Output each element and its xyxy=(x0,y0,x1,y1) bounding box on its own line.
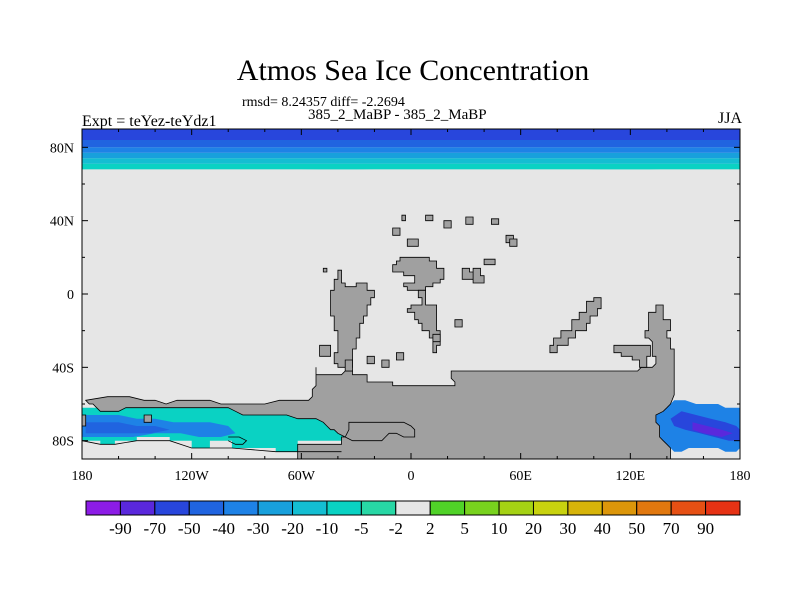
colorbar-label: -50 xyxy=(178,519,201,538)
colorbar: -90 -70 -50 -40 -30 -20 -10 -5 -2 2 5 10 20 30 40 50 70 9… xyxy=(85,500,741,538)
colorbar-label: 90 xyxy=(697,519,714,538)
land-north-isle-11 xyxy=(465,216,474,225)
x-tick-label: 180 xyxy=(730,469,751,484)
colorbar-box xyxy=(85,500,121,516)
colorbar-label: 2 xyxy=(426,519,435,538)
experiment-label: Expt = teYez-teYdz1 xyxy=(82,113,217,130)
x-tick-label: 120E xyxy=(616,469,646,484)
land-north-isle-4 xyxy=(401,214,406,222)
land-north-isle-12 xyxy=(392,227,401,236)
colorbar-label: 40 xyxy=(594,519,611,538)
colorbar-box xyxy=(395,500,431,516)
colorbar-box xyxy=(498,500,534,516)
colorbar-label: -5 xyxy=(354,519,368,538)
chart-title: Atmos Sea Ice Concentration xyxy=(236,54,590,87)
land-east-flank xyxy=(613,344,651,368)
y-tick-label: 40S xyxy=(52,361,74,376)
colorbar-box xyxy=(464,500,500,516)
colorbar-label: -2 xyxy=(389,519,403,538)
land-north-isle-13 xyxy=(443,220,452,229)
colorbar-label: 70 xyxy=(663,519,680,538)
axis-layer: 180 120W 60W 0 60E 120E 180 80N 40N 0 40S 80S xyxy=(50,129,751,484)
colorbar-box xyxy=(670,500,707,516)
colorbar-box xyxy=(154,500,190,516)
colorbar-box xyxy=(292,500,328,516)
colorbar-label: -90 xyxy=(109,519,132,538)
ice-contour-0 xyxy=(228,436,248,445)
colorbar-label: 50 xyxy=(628,519,645,538)
colorbar-box xyxy=(257,500,294,516)
land-equator-island-1 xyxy=(454,319,463,328)
map-layer xyxy=(82,129,740,459)
colorbar-box xyxy=(326,500,362,516)
y-tick-label: 80S xyxy=(52,435,74,450)
land-east-continent xyxy=(549,297,602,354)
y-tick-label: 80N xyxy=(50,141,74,156)
x-tick-label: 0 xyxy=(408,469,415,484)
colorbar-label: -70 xyxy=(144,519,167,538)
colorbar-label: 5 xyxy=(460,519,469,538)
land-north-isle-6 xyxy=(425,214,434,222)
land-small-land xyxy=(143,414,152,423)
arctic-band-2 xyxy=(82,147,740,153)
land-north-america xyxy=(330,269,375,368)
land-west-fringe xyxy=(82,414,87,427)
colorbar-box xyxy=(188,500,225,516)
land-north-isle-5 xyxy=(406,238,419,247)
colorbar-box xyxy=(119,500,156,516)
colorbar-label: -30 xyxy=(247,519,270,538)
land-north-isle-7 xyxy=(490,218,500,225)
x-tick-label: 60W xyxy=(288,469,316,484)
colorbar-box xyxy=(360,500,397,516)
colorbar-box xyxy=(532,500,569,516)
season-label: JJA xyxy=(717,110,742,127)
sea-ice-antarctic-west-deep xyxy=(85,422,170,434)
colorbar-label: -40 xyxy=(212,519,235,538)
colorbar-box xyxy=(705,500,741,516)
land-caribbean-island-1 xyxy=(319,344,332,357)
colorbar-box xyxy=(636,500,672,516)
colorbar-box xyxy=(223,500,259,516)
land-caribbean-island-3 xyxy=(366,355,375,365)
colorbar-box xyxy=(567,500,603,516)
experiment-subtitle: 385_2_MaBP - 385_2_MaBP xyxy=(308,107,487,123)
y-tick-label: 40N xyxy=(50,215,74,230)
x-tick-label: 180 xyxy=(72,469,93,484)
colorbar-box xyxy=(429,500,466,516)
land-africa-west xyxy=(392,256,445,291)
land-caribbean-island-4 xyxy=(381,359,390,368)
sea-ice-antarctic-east-deep xyxy=(692,422,733,437)
arctic-ice-edge xyxy=(82,165,740,170)
land-north-isle-10 xyxy=(483,258,496,266)
land-north-isle xyxy=(472,267,485,284)
colorbar-label: 20 xyxy=(525,519,542,538)
land-equator-island-2 xyxy=(432,333,441,343)
land-north-isle-2 xyxy=(461,267,474,280)
land-caribbean-island-2 xyxy=(344,359,353,372)
x-tick-label: 60E xyxy=(509,469,532,484)
land-north-isle-8 xyxy=(509,238,518,247)
arctic-band-1 xyxy=(82,140,740,148)
land-north-isle-9 xyxy=(322,267,328,273)
colorbar-box xyxy=(601,500,638,516)
ice-contour-1 xyxy=(82,440,342,453)
colorbar-label: -20 xyxy=(281,519,304,538)
land-caribbean-island-5 xyxy=(395,352,405,361)
colorbar-label: 30 xyxy=(559,519,576,538)
y-tick-label: 0 xyxy=(67,288,74,303)
colorbar-label: -10 xyxy=(316,519,339,538)
arctic-band-3 xyxy=(82,152,740,159)
arctic-band-4 xyxy=(82,158,740,164)
rmsd-diff-stats: rmsd= 8.24357 diff= -2.2694 xyxy=(242,95,405,110)
x-tick-label: 120W xyxy=(175,469,210,484)
colorbar-label: 10 xyxy=(491,519,508,538)
land-main-continent xyxy=(84,304,675,459)
